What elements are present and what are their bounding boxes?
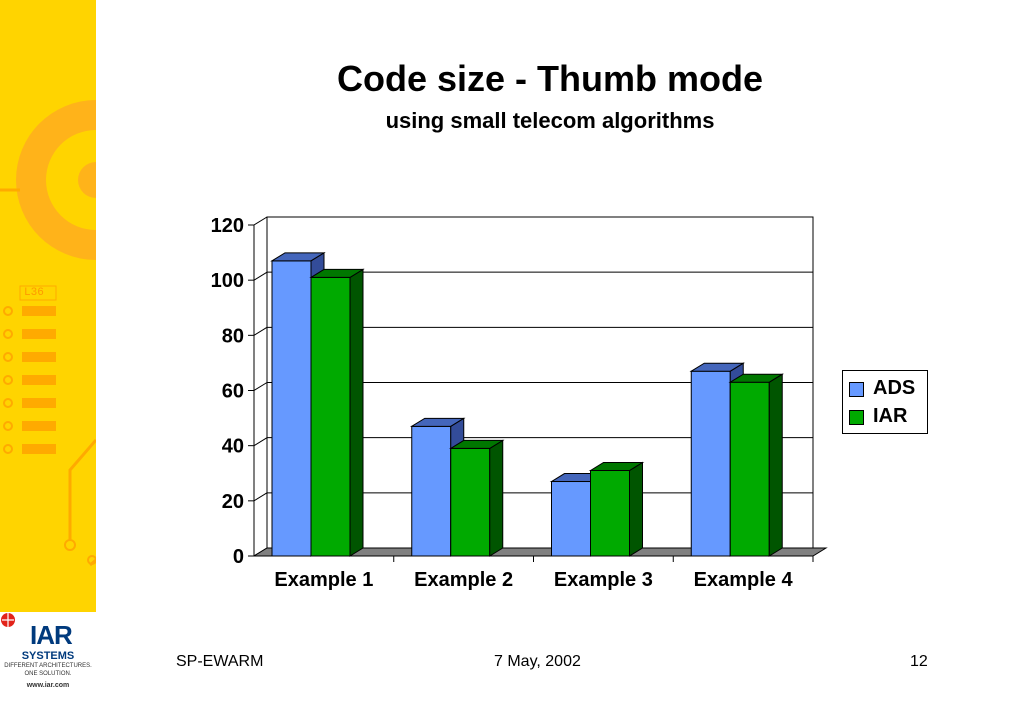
logo-tagline-2: ONE SOLUTION. <box>24 671 72 677</box>
y-tick-label: 100 <box>211 270 244 292</box>
logo-brand: IAR <box>30 620 73 650</box>
bar-top <box>689 362 746 372</box>
wall-line <box>253 382 268 391</box>
slide-subtitle: using small telecom algorithms <box>385 108 715 133</box>
wall-line <box>253 326 268 336</box>
bar-side <box>768 373 783 557</box>
y-tick-label: 80 <box>222 325 244 347</box>
y-tick-label: 20 <box>222 491 244 513</box>
iar-globe-icon <box>1 613 15 627</box>
logo-tagline: DIFFERENT ARCHITECTURES. ONE SOLUTION. <box>0 662 96 678</box>
bar <box>310 276 351 557</box>
y-tick-label: 0 <box>233 546 244 568</box>
x-tick-label: Example 3 <box>554 569 653 591</box>
bar <box>551 481 591 557</box>
slide-title: Code size - Thumb mode <box>336 58 764 99</box>
x-tick-label: Example 2 <box>414 569 513 591</box>
bar <box>411 425 452 557</box>
bar-top <box>270 252 326 262</box>
sidebar-decoration: L36 IAR SYSTEMS DIFFERENT ARCHITECTURES.… <box>0 0 96 708</box>
wall-line <box>253 271 268 281</box>
x-tick-label: Example 1 <box>274 569 373 591</box>
y-tick-label: 40 <box>222 436 244 458</box>
legend-swatch-iar <box>849 410 864 425</box>
bar <box>271 260 312 557</box>
bar-top <box>588 461 645 471</box>
sidebar-label: L36 <box>24 287 44 299</box>
y-tick-label: 60 <box>222 381 244 403</box>
bar-top <box>728 373 785 383</box>
bar-chart: 0 20 40 60 80 100 120 Example 1 Example 2 Example… <box>211 215 828 591</box>
y-tick-label: 120 <box>211 215 244 237</box>
wall-line <box>253 492 268 502</box>
legend-label-iar: IAR <box>873 405 908 427</box>
iar-logo: IAR SYSTEMS DIFFERENT ARCHITECTURES. ONE… <box>0 612 96 708</box>
circuit-decoration <box>0 100 96 567</box>
bar-side <box>349 268 364 557</box>
footer-left: SP-EWARM <box>176 653 264 670</box>
bar <box>450 447 491 557</box>
chart-legend: ADS IAR <box>842 370 928 434</box>
logo-url: www.iar.com <box>26 682 70 689</box>
footer-date: 7 May, 2002 <box>494 653 581 670</box>
footer-page-number: 12 <box>910 653 928 670</box>
bar-top <box>309 268 365 278</box>
wall-line <box>253 216 268 226</box>
bar <box>690 370 731 557</box>
bar <box>590 469 630 557</box>
bar-side <box>629 461 643 557</box>
x-tick-label: Example 4 <box>694 569 794 591</box>
legend-swatch-ads <box>849 382 864 397</box>
logo-tagline-1: DIFFERENT ARCHITECTURES. <box>4 663 92 669</box>
bar-top <box>448 439 505 449</box>
legend-label-ads: ADS <box>873 377 916 399</box>
wall-line <box>253 437 268 447</box>
logo-systems: SYSTEMS <box>21 650 75 662</box>
bar-side <box>489 439 504 557</box>
bar <box>729 381 770 557</box>
bar-top <box>409 417 466 427</box>
